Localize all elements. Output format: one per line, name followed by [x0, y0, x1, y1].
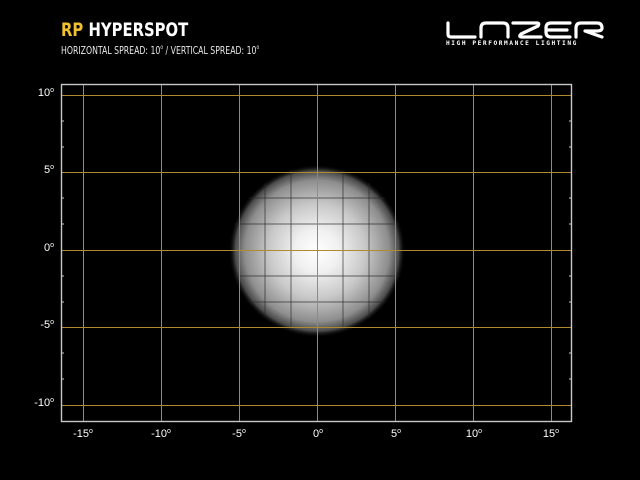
x-tick-label: 0o: [312, 428, 324, 440]
plot-frame: [60, 83, 573, 423]
horizontal-spread: HORIZONTAL SPREAD: 10: [61, 45, 161, 57]
x-tick-label: -15o: [73, 428, 93, 440]
y-tick-label: -10o: [34, 397, 54, 409]
degree-mark: o: [256, 44, 260, 51]
minor-ticks: [61, 120, 572, 380]
x-tick-label: 15o: [542, 428, 560, 440]
degree-mark: o: [160, 44, 164, 51]
y-tick-label: 0o: [43, 242, 54, 254]
y-tick-label: 5o: [43, 164, 54, 176]
x-tick-label: 5o: [390, 428, 402, 440]
separator: /: [163, 45, 171, 57]
chart-subtitle: HORIZONTAL SPREAD: 10o / VERTICAL SPREAD…: [61, 44, 259, 57]
lazer-logo: [446, 21, 604, 39]
gridlines: [61, 84, 572, 422]
title-main: HYPERSPOT: [88, 19, 189, 41]
vertical-spread: VERTICAL SPREAD: 10: [170, 45, 257, 57]
x-tick-label: -5o: [232, 428, 246, 440]
y-tick-label: 10o: [37, 87, 54, 99]
x-tick-label: 10o: [465, 428, 483, 440]
title-prefix: RP: [61, 19, 84, 41]
y-tick-label: -5o: [40, 319, 54, 331]
x-tick-label: -10o: [151, 428, 171, 440]
chart-title: RP HYPERSPOT: [61, 19, 188, 41]
brand-tagline: HIGH PERFORMANCE LIGHTING: [446, 40, 578, 47]
